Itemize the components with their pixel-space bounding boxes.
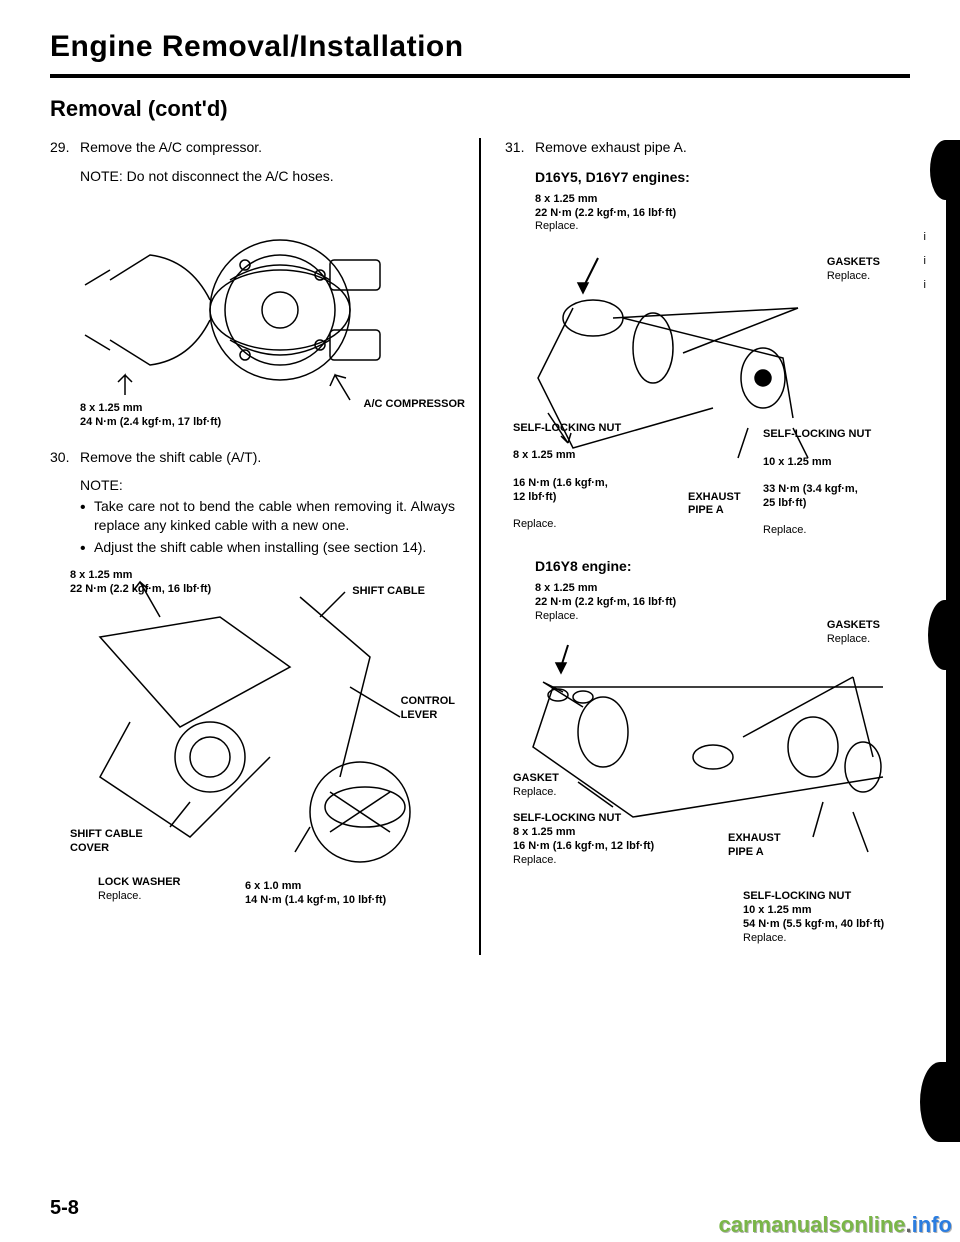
step-30-bullets: Take care not to bend the cable when rem…	[80, 497, 455, 558]
fig3-selfnut-left: SELF-LOCKING NUT	[513, 422, 621, 434]
figure-ac-compressor: 8 x 1.25 mm 24 N·m (2.4 kgf·m, 17 lbf·ft…	[70, 200, 455, 430]
fig3-gaskets-sub: Replace.	[827, 270, 870, 282]
fig3-top-torque: 8 x 1.25 mm 22 N·m (2.2 kgf·m, 16 lbf·ft…	[535, 193, 910, 234]
right-column: 31. Remove exhaust pipe A. D16Y5, D16Y7 …	[505, 138, 910, 955]
step-29: 29. Remove the A/C compressor.	[50, 138, 455, 157]
page-title: Engine Removal/Installation	[50, 30, 910, 64]
fig4-top-torque: 8 x 1.25 mm 22 N·m (2.2 kgf·m, 16 lbf·ft…	[535, 582, 910, 623]
fig3-selfnut-left-rep: Replace.	[513, 518, 556, 530]
fig4-exhaust: EXHAUST PIPE A	[728, 832, 781, 860]
fig3-selfnut-left-torque: 16 N·m (1.6 kgf·m, 12 lbf·ft)	[513, 477, 608, 503]
step-30: 30. Remove the shift cable (A/T).	[50, 448, 455, 467]
fig2-control-lever: CONTROL LEVER	[401, 695, 455, 723]
fig4-gaskets: GASKETS	[827, 619, 880, 631]
fig4-selfnut-left: SELF-LOCKING NUT	[513, 812, 621, 824]
page-number: 5-8	[50, 1197, 79, 1220]
fig1-torque: 24 N·m (2.4 kgf·m, 17 lbf·ft)	[80, 416, 221, 428]
scan-edge-artifact	[920, 1062, 960, 1142]
fig2-bolt-bot: 6 x 1.0 mm	[245, 880, 301, 892]
fig4-selfnut-left-bolt: 8 x 1.25 mm	[513, 826, 575, 838]
fig2-lock-washer: LOCK WASHER	[98, 876, 181, 888]
step-text: Remove the A/C compressor.	[80, 138, 455, 157]
fig2-lock-washer-sub: Replace.	[98, 890, 141, 902]
engines-label-1: D16Y5, D16Y7 engines:	[535, 169, 910, 185]
section-subtitle: Removal (cont'd)	[50, 96, 910, 122]
fig2-cover: SHIFT CABLE COVER	[70, 828, 143, 856]
fig3-selfnut-right-bolt: 10 x 1.25 mm	[763, 456, 832, 468]
fig2-shift-cable: SHIFT CABLE	[352, 585, 425, 599]
fig1-compressor-label: A/C COMPRESSOR	[364, 398, 465, 412]
fig3-exhaust: EXHAUST PIPE A	[688, 491, 741, 519]
step-29-note: NOTE: Do not disconnect the A/C hoses.	[80, 167, 455, 186]
title-rule	[50, 74, 910, 78]
step-number: 29.	[50, 138, 72, 157]
fig4-selfnut-left-rep: Replace.	[513, 854, 556, 866]
fig3-selfnut-right-rep: Replace.	[763, 524, 806, 536]
step-30-note-lead: NOTE:	[80, 477, 455, 493]
fig3-gaskets: GASKETS	[827, 256, 880, 268]
fig4-selfnut-right-rep: Replace.	[743, 932, 786, 944]
step-number: 30.	[50, 448, 72, 467]
column-divider	[479, 138, 481, 955]
fig2-torque-top: 22 N·m (2.2 kgf·m, 16 lbf·ft)	[70, 583, 211, 595]
scan-edge-artifact	[930, 140, 956, 200]
engines-label-2: D16Y8 engine:	[535, 558, 910, 574]
fig3-selfnut-right-torque: 33 N·m (3.4 kgf·m, 25 lbf·ft)	[763, 483, 858, 509]
fig4-gaskets-sub: Replace.	[827, 633, 870, 645]
scan-edge-artifact	[928, 600, 956, 670]
scan-marks: iii	[924, 225, 926, 298]
fig3-selfnut-right: SELF-LOCKING NUT	[763, 428, 871, 440]
figure-exhaust-d16y5: GASKETS Replace. SELF-LOCKING NUT 8 x 1.…	[513, 248, 910, 528]
watermark: carmanualsonline.info	[710, 1208, 960, 1242]
step-31: 31. Remove exhaust pipe A.	[505, 138, 910, 157]
bullet-item: Adjust the shift cable when installing (…	[80, 538, 455, 557]
left-column: 29. Remove the A/C compressor. NOTE: Do …	[50, 138, 455, 955]
fig1-bolt: 8 x 1.25 mm	[80, 402, 142, 414]
figure-exhaust-d16y8: GASKETS Replace. GASKET Replace. SELF-LO…	[513, 637, 910, 937]
bullet-item: Take care not to bend the cable when rem…	[80, 497, 455, 535]
figure-shift-cable: 8 x 1.25 mm 22 N·m (2.2 kgf·m, 16 lbf·ft…	[70, 577, 455, 907]
step-number: 31.	[505, 138, 527, 157]
fig2-torque-bot: 14 N·m (1.4 kgf·m, 10 lbf·ft)	[245, 894, 386, 906]
step-text: Remove the shift cable (A/T).	[80, 448, 455, 467]
step-text: Remove exhaust pipe A.	[535, 138, 910, 157]
fig4-gasket-sub: Replace.	[513, 786, 556, 798]
fig2-bolt-top: 8 x 1.25 mm	[70, 569, 132, 581]
fig3-selfnut-left-bolt: 8 x 1.25 mm	[513, 449, 575, 461]
fig4-selfnut-left-torque: 16 N·m (1.6 kgf·m, 12 lbf·ft)	[513, 840, 654, 852]
fig4-selfnut-right: SELF-LOCKING NUT	[743, 890, 851, 902]
fig4-selfnut-right-bolt: 10 x 1.25 mm	[743, 904, 812, 916]
fig4-selfnut-right-torque: 54 N·m (5.5 kgf·m, 40 lbf·ft)	[743, 918, 884, 930]
fig4-gasket: GASKET	[513, 772, 559, 784]
